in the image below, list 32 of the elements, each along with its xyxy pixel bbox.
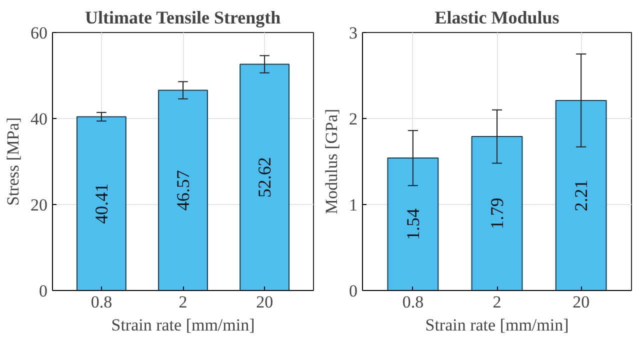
- chart-title: Ultimate Tensile Strength: [85, 8, 281, 28]
- y-axis-title: Stress [MPa]: [4, 117, 22, 206]
- x-tick-label: 2: [178, 292, 188, 312]
- x-tick-label: 20: [572, 292, 590, 312]
- data-label: 40.41: [91, 183, 112, 224]
- data-label: 46.57: [173, 170, 193, 211]
- y-tick-label: 20: [30, 196, 48, 214]
- y-axis-title: Modulus [GPa]: [322, 108, 341, 214]
- y-tick-label: 2: [349, 110, 358, 128]
- y-tick-label: 3: [349, 24, 358, 42]
- y-tick-label: 1: [349, 196, 358, 214]
- y-tick-label: 0: [349, 282, 358, 300]
- y-tick-label: 60: [30, 24, 48, 42]
- x-tick-label: 0.8: [402, 292, 424, 312]
- x-axis-title: Strain rate [mm/min]: [111, 316, 255, 334]
- bar: [471, 136, 523, 290]
- data-label: 1.54: [402, 208, 423, 240]
- bar: [240, 64, 290, 290]
- bar: [555, 100, 607, 290]
- bar: [158, 90, 208, 290]
- bar: [387, 158, 439, 290]
- chart-title: Elastic Modulus: [434, 8, 560, 28]
- x-tick-label: 0.8: [90, 292, 112, 312]
- x-tick-label: 2: [492, 292, 502, 312]
- data-label: 2.21: [571, 180, 592, 212]
- y-tick-label: 40: [30, 110, 48, 128]
- x-tick-label: 20: [256, 292, 274, 312]
- y-tick-label: 0: [39, 282, 48, 300]
- x-axis-title: Strain rate [mm/min]: [425, 316, 569, 334]
- data-label: 1.79: [487, 198, 507, 230]
- data-label: 52.62: [254, 157, 275, 198]
- bar: [76, 116, 126, 290]
